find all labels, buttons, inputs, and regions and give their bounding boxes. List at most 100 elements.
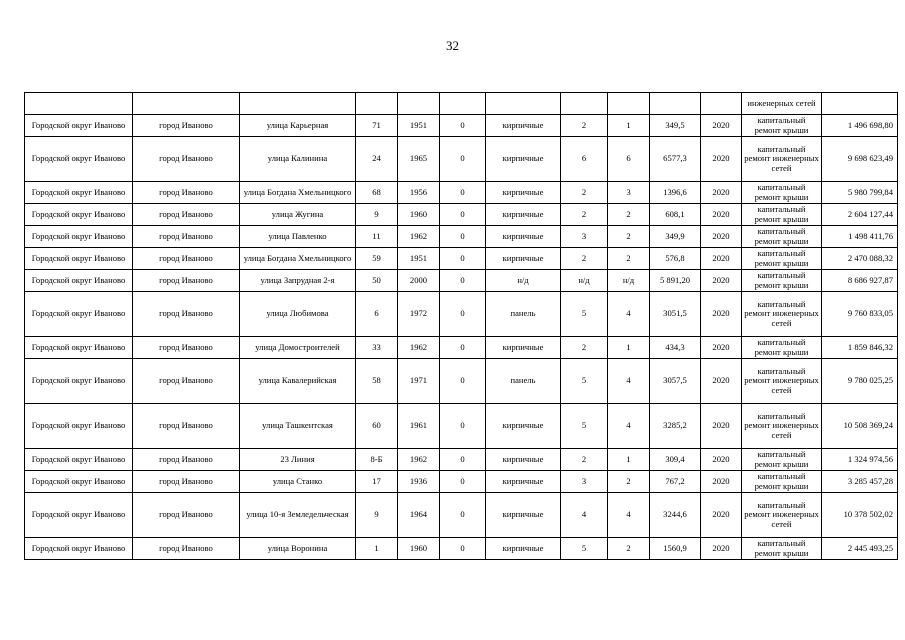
cell-floors: 3 [560, 225, 608, 248]
cell-year-reconstructed: 0 [439, 114, 486, 137]
cell-cost: 2 604 127,44 [821, 203, 898, 226]
cell-plan-year: 2020 [700, 470, 742, 493]
cell-settlement: город Иваново [132, 358, 240, 404]
cell-year-reconstructed [439, 92, 486, 115]
cell-area: 576,8 [649, 247, 701, 270]
cell-work-type: капитальный ремонт инженерных сетей [741, 403, 822, 449]
cell-settlement [132, 92, 240, 115]
cell-wall-material: кирпичные [485, 470, 561, 493]
cell-work-type: капитальный ремонт крыши [741, 247, 822, 270]
cell-year-built: 2000 [397, 269, 440, 292]
cell-year-reconstructed: 0 [439, 336, 486, 359]
cell-area: 3051,5 [649, 291, 701, 337]
cell-plan-year: 2020 [700, 247, 742, 270]
cell-year-reconstructed: 0 [439, 136, 486, 182]
cell-house-number: 33 [355, 336, 398, 359]
cell-work-type: капитальный ремонт крыши [741, 448, 822, 471]
cell-entrances: 4 [607, 358, 650, 404]
cell-wall-material: кирпичные [485, 114, 561, 137]
cell-entrances: 4 [607, 403, 650, 449]
cell-work-type: капитальный ремонт крыши [741, 203, 822, 226]
cell-floors: 5 [560, 291, 608, 337]
cell-area: 608,1 [649, 203, 701, 226]
cell-entrances: 2 [607, 203, 650, 226]
cell-municipality: Городской округ Иваново [24, 136, 133, 182]
cell-year-built: 1971 [397, 358, 440, 404]
cell-municipality: Городской округ Иваново [24, 358, 133, 404]
cell-wall-material: кирпичные [485, 203, 561, 226]
cell-work-type: капитальный ремонт инженерных сетей [741, 291, 822, 337]
cell-area: 434,3 [649, 336, 701, 359]
cell-house-number: 24 [355, 136, 398, 182]
cell-area: 349,5 [649, 114, 701, 137]
cell-work-type: капитальный ремонт крыши [741, 114, 822, 137]
table-row: Городской округ Иваново город Иваново улиц… [24, 492, 898, 538]
cell-wall-material: панель [485, 291, 561, 337]
cell-entrances: 1 [607, 448, 650, 471]
cell-plan-year: 2020 [700, 336, 742, 359]
cell-cost: 1 859 846,32 [821, 336, 898, 359]
cell-municipality: Городской округ Иваново [24, 203, 133, 226]
cell-municipality: Городской округ Иваново [24, 537, 133, 560]
cell-street: улица Карьерная [239, 114, 356, 137]
cell-street [239, 92, 356, 115]
cell-entrances: н/д [607, 269, 650, 292]
cell-year-built: 1972 [397, 291, 440, 337]
cell-wall-material: кирпичные [485, 537, 561, 560]
cell-street: улица Воронина [239, 537, 356, 560]
cell-cost: 10 508 369,24 [821, 403, 898, 449]
cell-floors: 2 [560, 448, 608, 471]
cell-street: улица Калинина [239, 136, 356, 182]
table-row: Городской округ Иваново город Иваново улиц… [24, 225, 898, 248]
cell-year-reconstructed: 0 [439, 448, 486, 471]
table-row: Городской округ Иваново город Иваново улиц… [24, 181, 898, 204]
cell-house-number: 71 [355, 114, 398, 137]
cell-wall-material: кирпичные [485, 336, 561, 359]
cell-plan-year: 2020 [700, 269, 742, 292]
cell-house-number: 6 [355, 291, 398, 337]
cell-year-reconstructed: 0 [439, 269, 486, 292]
cell-house-number: 1 [355, 537, 398, 560]
cell-entrances: 4 [607, 291, 650, 337]
cell-house-number: 59 [355, 247, 398, 270]
cell-entrances [607, 92, 650, 115]
cell-area: 5 891,20 [649, 269, 701, 292]
cell-entrances: 2 [607, 537, 650, 560]
cell-year-reconstructed: 0 [439, 403, 486, 449]
cell-cost [821, 92, 898, 115]
cell-municipality: Городской округ Иваново [24, 403, 133, 449]
cell-entrances: 3 [607, 181, 650, 204]
table-row: Городской округ Иваново город Иваново улиц… [24, 203, 898, 226]
cell-floors: 5 [560, 358, 608, 404]
cell-house-number: 9 [355, 203, 398, 226]
cell-house-number: 17 [355, 470, 398, 493]
cell-settlement: город Иваново [132, 403, 240, 449]
cell-area: 3057,5 [649, 358, 701, 404]
cell-plan-year: 2020 [700, 114, 742, 137]
cell-plan-year: 2020 [700, 537, 742, 560]
cell-plan-year [700, 92, 742, 115]
cell-house-number: 60 [355, 403, 398, 449]
cell-plan-year: 2020 [700, 181, 742, 204]
cell-year-built: 1951 [397, 114, 440, 137]
cell-wall-material: кирпичные [485, 181, 561, 204]
cell-street: улица Павленко [239, 225, 356, 248]
cell-year-built: 1956 [397, 181, 440, 204]
cell-cost: 1 496 698,80 [821, 114, 898, 137]
table-row: Городской округ Иваново город Иваново улиц… [24, 247, 898, 270]
cell-entrances: 1 [607, 114, 650, 137]
cell-year-built: 1962 [397, 448, 440, 471]
cell-year-built: 1961 [397, 403, 440, 449]
cell-work-type: капитальный ремонт инженерных сетей [741, 358, 822, 404]
cell-cost: 1 498 411,76 [821, 225, 898, 248]
cell-cost: 5 980 799,84 [821, 181, 898, 204]
table-row: Городской округ Иваново город Иваново улиц… [24, 403, 898, 449]
table-row: Городской округ Иваново город Иваново улиц… [24, 291, 898, 337]
cell-floors: 5 [560, 403, 608, 449]
cell-cost: 9 780 025,25 [821, 358, 898, 404]
cell-cost: 8 686 927,87 [821, 269, 898, 292]
cell-plan-year: 2020 [700, 291, 742, 337]
cell-entrances: 2 [607, 225, 650, 248]
cell-year-reconstructed: 0 [439, 492, 486, 538]
table-row: Городской округ Иваново город Иваново улиц… [24, 358, 898, 404]
